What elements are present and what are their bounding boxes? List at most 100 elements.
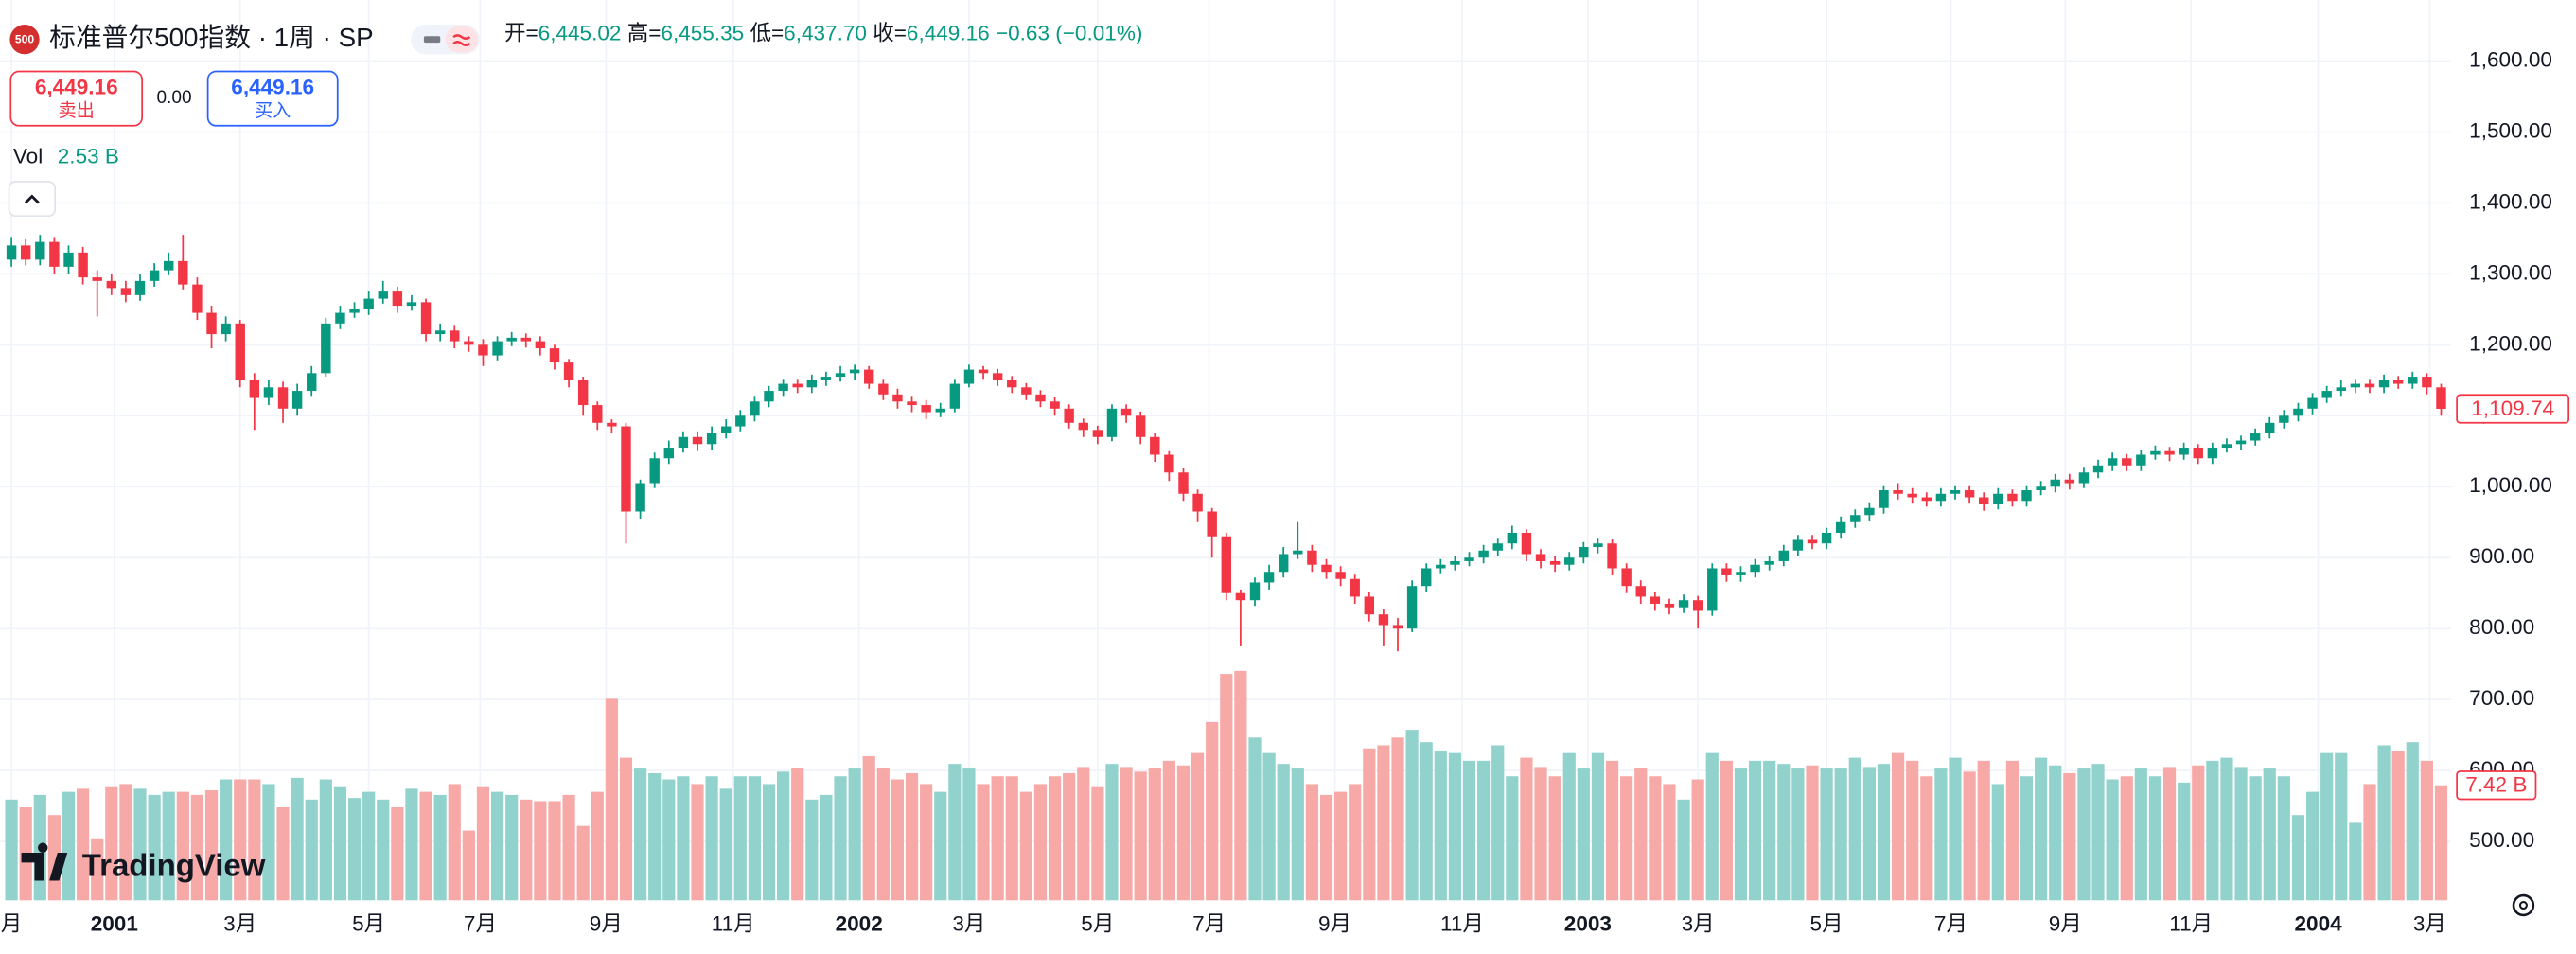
- open-value: 6,445.02: [538, 21, 622, 44]
- candle-body: [820, 377, 832, 380]
- candle-body: [2193, 448, 2203, 459]
- candle-body: [1821, 532, 1832, 544]
- candle-body: [2107, 458, 2118, 466]
- volume-bar: [105, 786, 118, 901]
- candle-body: [321, 323, 331, 374]
- volume-bar: [1277, 764, 1290, 901]
- candle-body: [2336, 387, 2346, 392]
- candle-body: [392, 292, 403, 307]
- volume-bar: [433, 794, 447, 901]
- candle-body: [1207, 511, 1217, 537]
- volume-bar: [448, 784, 461, 901]
- x-tick-label: 7月: [1192, 911, 1226, 935]
- volume-bar: [1248, 737, 1262, 901]
- volume-bar: [2263, 768, 2276, 901]
- candle-body: [1392, 625, 1403, 629]
- candle-body: [307, 373, 317, 392]
- volume-bar: [1748, 760, 1762, 901]
- volume-bar: [1977, 760, 1990, 901]
- volume-bar: [2291, 815, 2305, 901]
- volume-bar: [2063, 772, 2076, 901]
- symbol-title[interactable]: 标准普尔500指数 · 1周 · SP: [49, 23, 374, 52]
- volume-bar: [119, 784, 132, 901]
- candle-body: [1664, 603, 1675, 608]
- candle-body: [406, 302, 417, 307]
- volume-bar: [891, 779, 905, 901]
- volume-bar: [2434, 785, 2448, 901]
- candle-body: [149, 270, 160, 281]
- candle-body: [2164, 450, 2175, 455]
- volume-bar: [2234, 767, 2248, 901]
- candle-body: [1492, 543, 1503, 551]
- volume-bar: [834, 776, 847, 901]
- logo-text[interactable]: TradingView: [82, 847, 266, 882]
- volume-bar: [1077, 767, 1090, 901]
- volume-bar: [1063, 772, 1076, 901]
- y-tick-label: 700.00: [2469, 686, 2534, 710]
- candle-body: [2221, 444, 2232, 449]
- volume-bar: [534, 801, 547, 901]
- x-tick-label: 11月: [1440, 911, 1484, 935]
- settings-icon-center: [2518, 900, 2528, 910]
- candle-body: [335, 312, 345, 324]
- candle-body: [420, 302, 432, 335]
- volume-bar: [2148, 776, 2162, 901]
- volume-bar: [633, 768, 647, 901]
- volume-bar: [2134, 768, 2147, 901]
- volume-bar: [91, 838, 104, 901]
- buy-button[interactable]: [206, 70, 339, 127]
- x-tick-label: 月: [1, 911, 23, 935]
- volume-bar: [1963, 771, 1976, 901]
- volume-bar: [1105, 764, 1119, 901]
- volume-bar: [148, 794, 161, 901]
- settings-icon[interactable]: [2512, 893, 2535, 917]
- candle-body: [450, 330, 460, 342]
- volume-bar: [591, 791, 604, 901]
- delay-pill: [445, 26, 479, 53]
- candle-body: [78, 252, 88, 278]
- candle-body: [1764, 560, 1774, 565]
- volume-bar: [1191, 752, 1205, 901]
- volume-bar: [77, 788, 90, 901]
- candle-body: [520, 337, 531, 342]
- close-label: 收=: [873, 21, 907, 44]
- candle-body: [2235, 440, 2247, 445]
- candle-body: [1907, 493, 1917, 498]
- candle-body: [2050, 479, 2060, 487]
- candle-body: [792, 383, 803, 388]
- axes: 1,600.00 1,500.00 1,400.00 1,300.00 1,200.00…: [1, 47, 2570, 935]
- volume-bar: [1663, 784, 1676, 901]
- volume-bar: [705, 776, 718, 901]
- candle-body: [2064, 479, 2075, 484]
- collapse-button[interactable]: [8, 180, 57, 218]
- candle-body: [2021, 490, 2032, 502]
- volume-bar: [920, 784, 933, 901]
- candle-body: [592, 405, 603, 423]
- volume-bar: [2220, 757, 2233, 901]
- candle-body: [1835, 521, 1846, 533]
- candle-body: [1450, 560, 1460, 565]
- volume-bar: [2349, 822, 2362, 901]
- candle-body: [2207, 448, 2218, 459]
- volume-bar: [1349, 784, 1362, 901]
- candle-body: [1521, 532, 1532, 555]
- volume-bar: [1605, 760, 1619, 901]
- candle-body: [249, 380, 260, 398]
- candle-body: [291, 391, 303, 409]
- candle-body: [2150, 450, 2161, 455]
- volume-bar: [2206, 760, 2219, 901]
- candle-body: [1364, 596, 1375, 615]
- candle-body: [878, 383, 889, 395]
- candle-body: [864, 369, 874, 384]
- volume-bar: [677, 776, 690, 901]
- candle-body: [1935, 493, 1947, 502]
- candle-body: [2279, 415, 2289, 423]
- candle-body: [849, 369, 860, 374]
- candle-body: [1120, 408, 1132, 416]
- candle-body: [206, 312, 217, 335]
- candle-body: [2250, 433, 2261, 441]
- x-tick-label: 3月: [1682, 911, 1715, 935]
- candle-body: [2007, 493, 2018, 502]
- sell-button[interactable]: [9, 70, 144, 127]
- volume-bar: [1477, 760, 1491, 901]
